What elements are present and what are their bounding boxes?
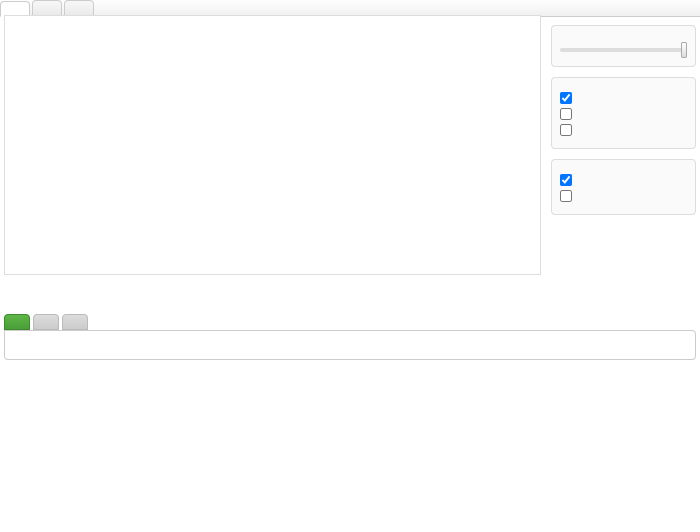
- closeup-checkbox[interactable]: [560, 174, 572, 186]
- ptab-amazon[interactable]: [4, 314, 30, 330]
- price-tabs: [4, 314, 696, 330]
- chart-options-panel: [551, 159, 696, 215]
- history-panel: [4, 330, 696, 360]
- ptab-used[interactable]: [62, 314, 88, 330]
- pt-new-checkbox[interactable]: [560, 108, 572, 120]
- remove-extreme-checkbox[interactable]: [560, 190, 572, 202]
- pt-amazon-checkbox[interactable]: [560, 92, 572, 104]
- date-range-panel: [551, 25, 696, 67]
- price-type-panel: [551, 77, 696, 149]
- tab-product-details[interactable]: [64, 0, 94, 16]
- tab-sales-rank[interactable]: [32, 0, 62, 16]
- ptab-new[interactable]: [33, 314, 59, 330]
- date-range-slider[interactable]: [560, 48, 687, 52]
- price-chart: [4, 15, 541, 275]
- pt-used-checkbox[interactable]: [560, 124, 572, 136]
- chart-legend: [4, 275, 541, 300]
